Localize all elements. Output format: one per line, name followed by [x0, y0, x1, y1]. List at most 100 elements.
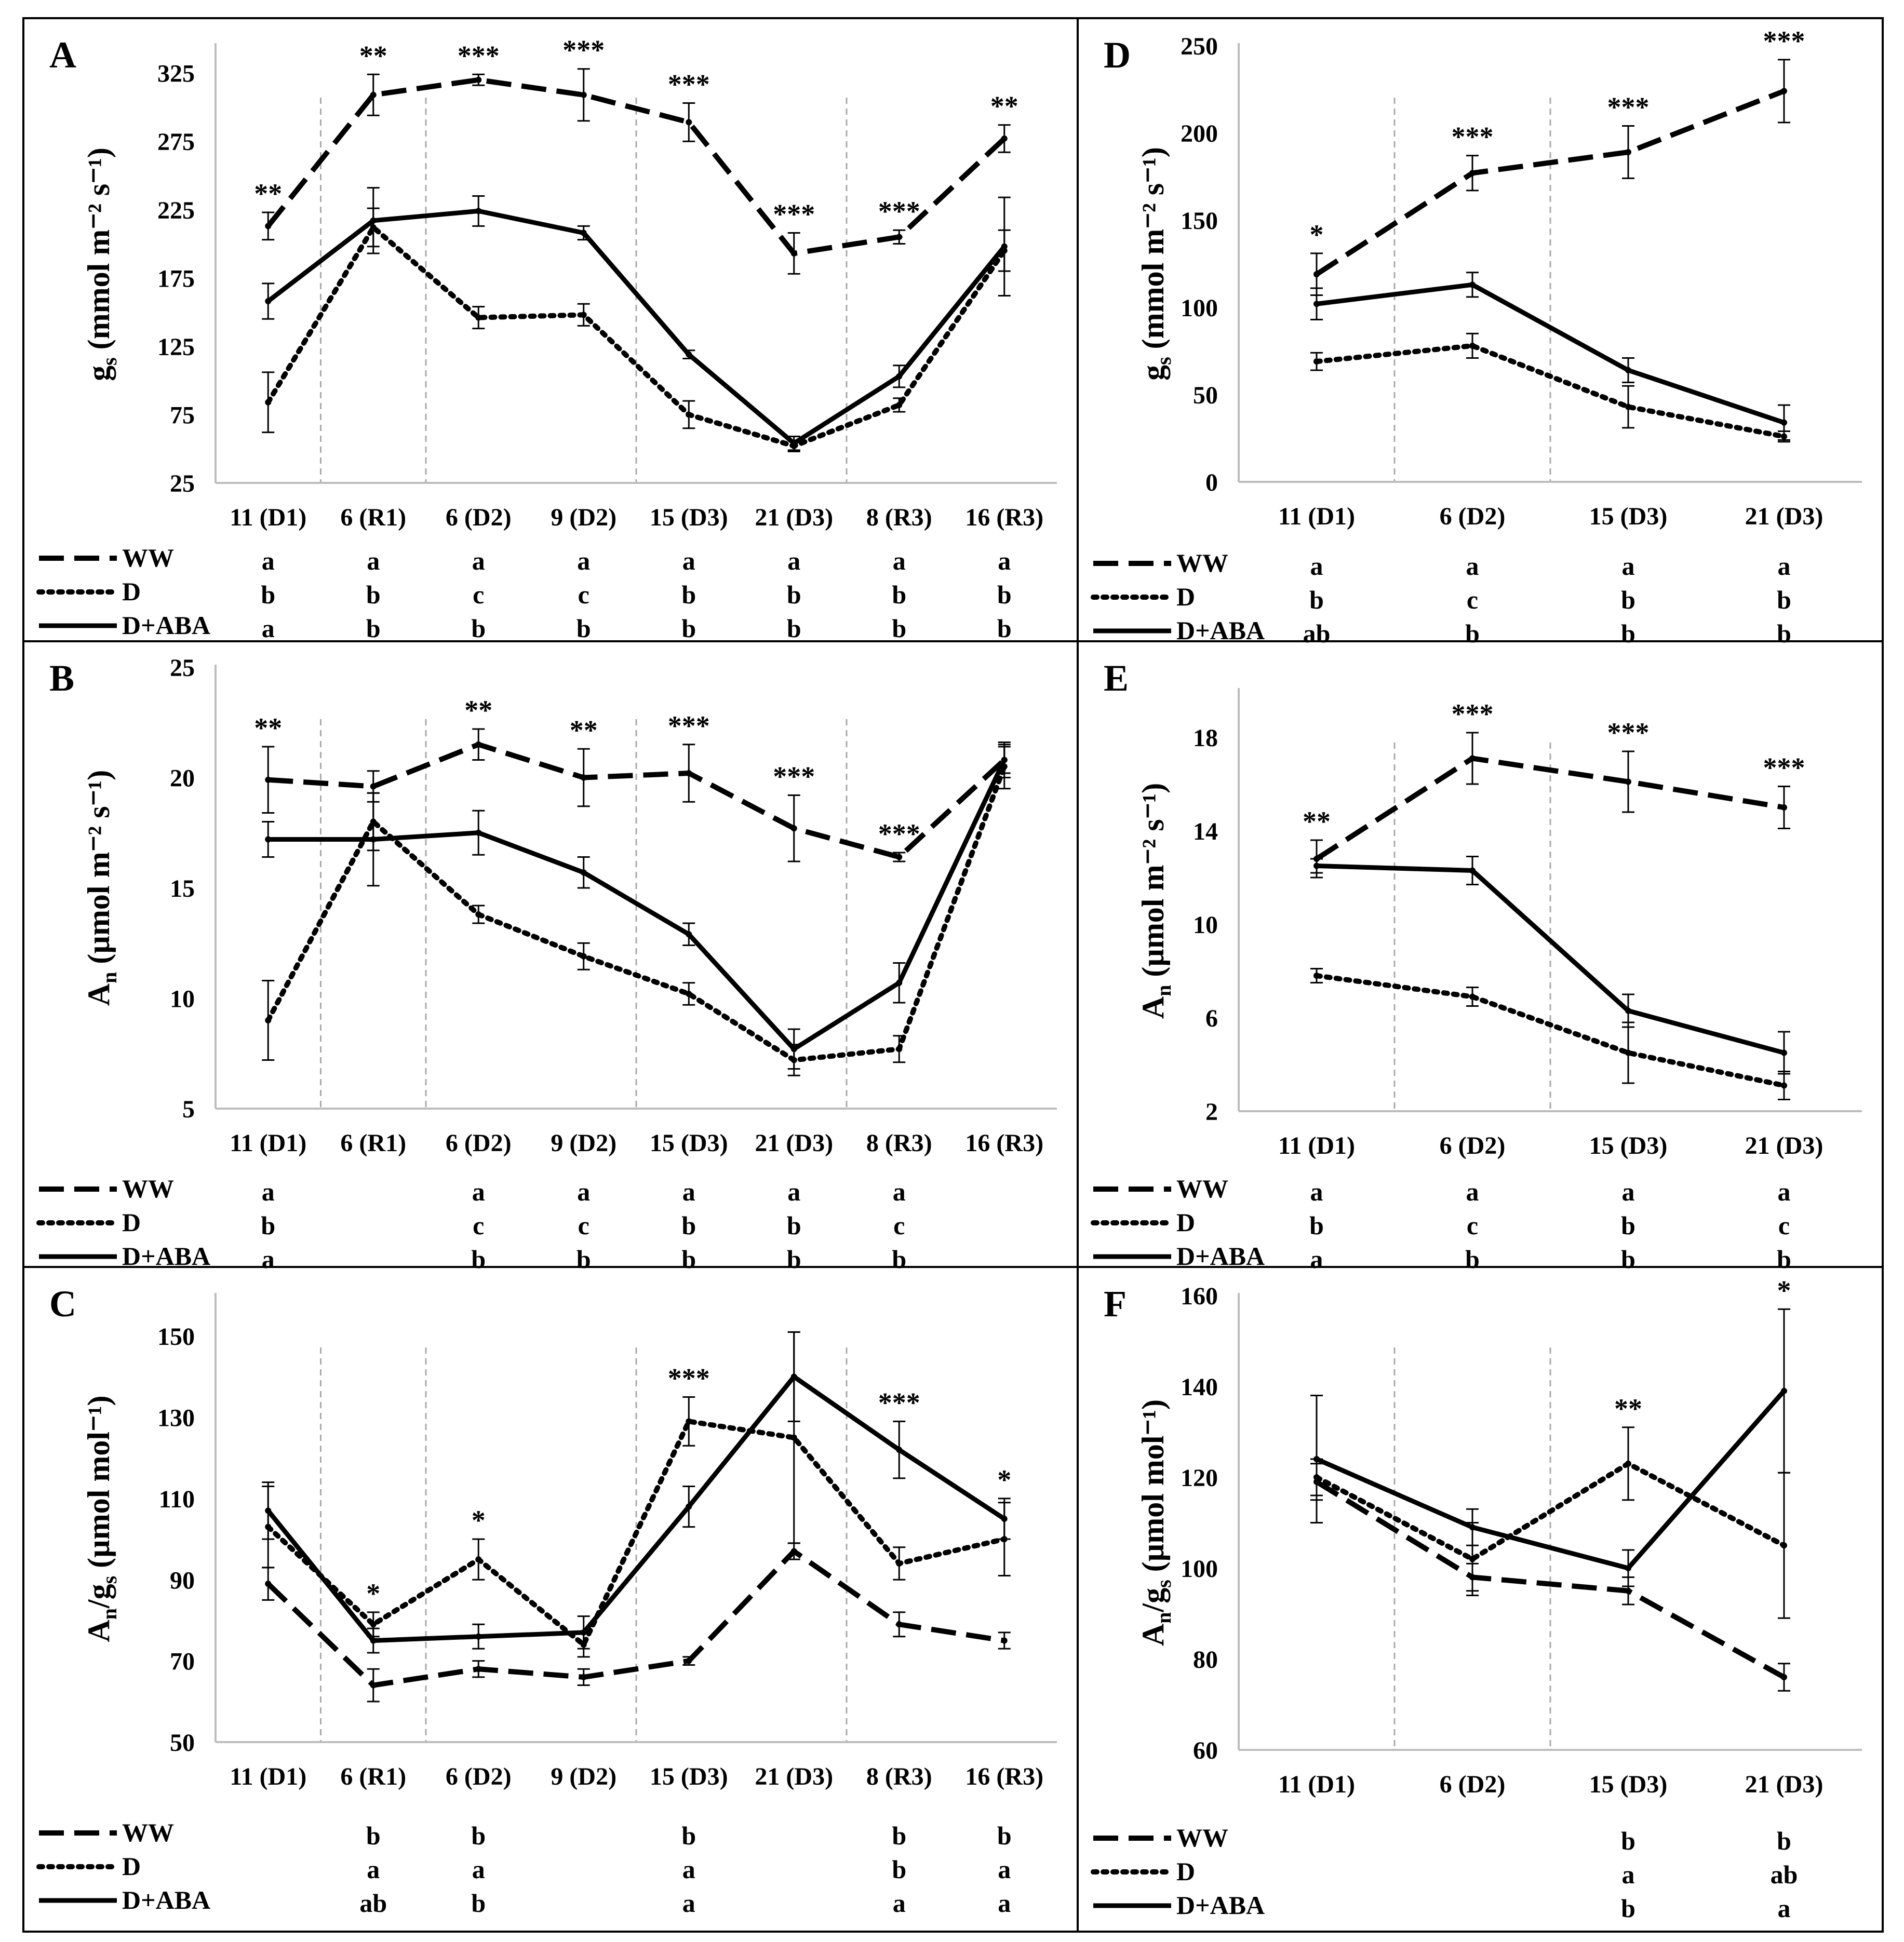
stat-letter: a: [998, 1855, 1011, 1884]
series-line: [266, 208, 1007, 446]
significance-marker: ***: [668, 69, 710, 100]
stat-letter: a: [1622, 1860, 1635, 1889]
y-tick-label: 50: [170, 1729, 195, 1757]
series-d-aba: [262, 187, 1011, 451]
stat-letter: ab: [359, 1889, 387, 1918]
stat-letter: c: [473, 580, 484, 609]
y-tick-label: 10: [170, 986, 195, 1013]
x-tick-label: 15 (D3): [1589, 1132, 1668, 1159]
stat-letter: a: [367, 1855, 380, 1884]
data-point: [1469, 993, 1476, 1000]
stat-letter: a: [262, 1177, 275, 1206]
significance-marker: *: [997, 1464, 1011, 1495]
y-tick-label: 200: [1181, 120, 1218, 147]
stat-letter: b: [576, 1245, 591, 1274]
data-point: [1001, 1637, 1008, 1644]
panel-letter: F: [1104, 1283, 1127, 1325]
y-axis-title: An (µmol m⁻² s⁻¹): [1136, 783, 1175, 1019]
x-tick-label: 11 (D1): [230, 1763, 306, 1790]
x-tick-label: 21 (D3): [755, 1763, 833, 1790]
y-tick-label: 60: [1193, 1737, 1218, 1764]
data-point: [1313, 358, 1320, 365]
data-point: [370, 91, 377, 98]
data-point: [1001, 1516, 1008, 1522]
data-point: [475, 741, 482, 748]
x-tick-label: 6 (R1): [340, 1129, 406, 1157]
stat-letter: b: [1465, 619, 1480, 648]
data-point: [370, 217, 377, 224]
data-point: [1469, 281, 1476, 288]
y-tick-label: 130: [157, 1405, 195, 1432]
series-line: [1315, 1479, 1786, 1680]
data-point: [790, 1548, 797, 1555]
data-point: [265, 1017, 272, 1023]
stat-letter: c: [473, 1211, 484, 1240]
legend-label: D+ABA: [1176, 1891, 1265, 1920]
panel-frames: [22, 17, 1884, 1933]
stat-letter: a: [472, 1855, 485, 1884]
stat-letter: b: [1777, 585, 1791, 614]
significance-marker: **: [990, 91, 1018, 122]
data-point: [790, 1434, 797, 1441]
data-point: [1313, 1456, 1320, 1462]
stat-letter: b: [892, 1821, 906, 1850]
y-tick-label: 90: [170, 1567, 195, 1594]
stat-letter: b: [366, 614, 381, 643]
data-point: [580, 774, 587, 781]
stat-letter: a: [1778, 1177, 1791, 1206]
stat-letter: a: [1310, 1245, 1323, 1274]
y-tick-label: 325: [157, 60, 195, 88]
legend-label: D+ABA: [122, 1242, 210, 1271]
data-point: [370, 836, 377, 843]
stat-letter: a: [262, 1245, 275, 1274]
data-point: [475, 911, 482, 918]
stat-letter: c: [1778, 1211, 1790, 1240]
stat-letter: a: [893, 1889, 906, 1918]
stat-letter: a: [1310, 1177, 1323, 1206]
data-point: [1001, 135, 1008, 142]
significance-marker: **: [1614, 1393, 1642, 1424]
stat-letter: a: [262, 614, 275, 643]
x-tick-label: 8 (R3): [866, 1763, 932, 1790]
data-point: [1313, 301, 1320, 307]
stat-letter: b: [471, 1245, 486, 1274]
panel-border-c: [22, 1266, 1079, 1933]
x-tick-label: 15 (D3): [1589, 503, 1668, 530]
significance-marker: ***: [668, 710, 710, 741]
stat-letter: c: [578, 1211, 589, 1240]
y-tick-label: 80: [1193, 1646, 1218, 1674]
legend-label: D: [1176, 582, 1195, 611]
data-point: [1781, 1387, 1787, 1394]
stat-letter: a: [787, 546, 800, 575]
panel-b: B 5 10 15 20 25 11 (D1) 6 (R1) 6 (D2) 9 (D2) 15 (D…: [36, 654, 1057, 1274]
stat-letter: b: [1777, 1826, 1791, 1855]
data-point: [265, 776, 272, 783]
data-point: [686, 119, 692, 126]
y-tick-label: 125: [157, 333, 195, 361]
stat-letter: a: [1778, 1894, 1791, 1923]
legend-label: WW: [122, 1818, 174, 1847]
stat-letter: b: [1621, 619, 1635, 648]
data-point: [686, 411, 692, 418]
y-tick-label: 120: [1181, 1464, 1218, 1492]
significance-marker: ***: [878, 196, 920, 227]
data-point: [580, 1629, 587, 1636]
significance-marker: ***: [878, 1387, 920, 1418]
stat-letter: a: [1622, 551, 1635, 581]
data-point: [1625, 1587, 1631, 1594]
stat-letter: b: [1309, 1211, 1324, 1240]
y-axis-title: gs (mmol m⁻² s⁻¹): [82, 147, 121, 381]
stat-letter: c: [1467, 1211, 1478, 1240]
data-point: [265, 298, 272, 305]
data-point: [686, 931, 692, 938]
stat-letter: b: [471, 614, 486, 643]
stat-letter: b: [1777, 619, 1791, 648]
stat-letter: a: [472, 1177, 485, 1206]
data-point: [790, 250, 797, 257]
data-point: [580, 869, 587, 876]
data-point: [896, 234, 903, 240]
stat-letter: b: [1777, 1245, 1791, 1274]
stat-letter: b: [681, 1211, 696, 1240]
stat-letter: a: [367, 546, 380, 575]
